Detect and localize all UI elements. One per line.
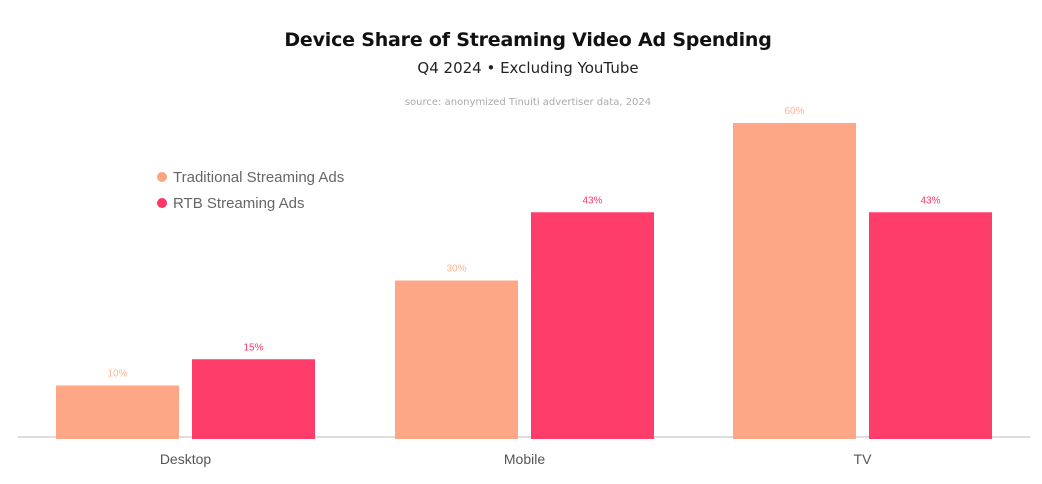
x-tick-label-desktop: Desktop xyxy=(160,451,212,467)
legend-swatch-traditional xyxy=(157,172,167,182)
chart-subtitle: Q4 2024 • Excluding YouTube xyxy=(417,59,639,77)
bar-traditional-tv xyxy=(733,123,856,439)
data-label-traditional-mobile: 30% xyxy=(446,264,466,275)
data-label-traditional-tv: 60% xyxy=(784,106,804,117)
bar-rtb-mobile xyxy=(531,212,654,439)
chart-source: source: anonymized Tinuiti advertiser da… xyxy=(404,97,652,108)
bar-rtb-tv xyxy=(869,212,992,439)
legend-swatch-rtb xyxy=(157,198,167,208)
chart-title: Device Share of Streaming Video Ad Spend… xyxy=(284,29,772,51)
data-label-rtb-mobile: 43% xyxy=(582,195,602,206)
bar-traditional-mobile xyxy=(395,280,518,439)
bar-traditional-desktop xyxy=(56,385,179,439)
bar-rtb-desktop xyxy=(192,359,315,439)
data-label-rtb-tv: 43% xyxy=(920,195,940,206)
legend: Traditional Streaming Ads RTB Streaming … xyxy=(157,164,344,216)
data-label-rtb-desktop: 15% xyxy=(243,342,263,353)
legend-item-traditional[interactable]: Traditional Streaming Ads xyxy=(157,164,344,190)
legend-item-rtb[interactable]: RTB Streaming Ads xyxy=(157,190,344,216)
x-tick-label-tv: TV xyxy=(854,451,873,467)
data-label-traditional-desktop: 10% xyxy=(107,369,127,380)
legend-label-rtb: RTB Streaming Ads xyxy=(173,194,305,212)
legend-label-traditional: Traditional Streaming Ads xyxy=(173,168,345,186)
x-tick-label-mobile: Mobile xyxy=(504,451,545,467)
